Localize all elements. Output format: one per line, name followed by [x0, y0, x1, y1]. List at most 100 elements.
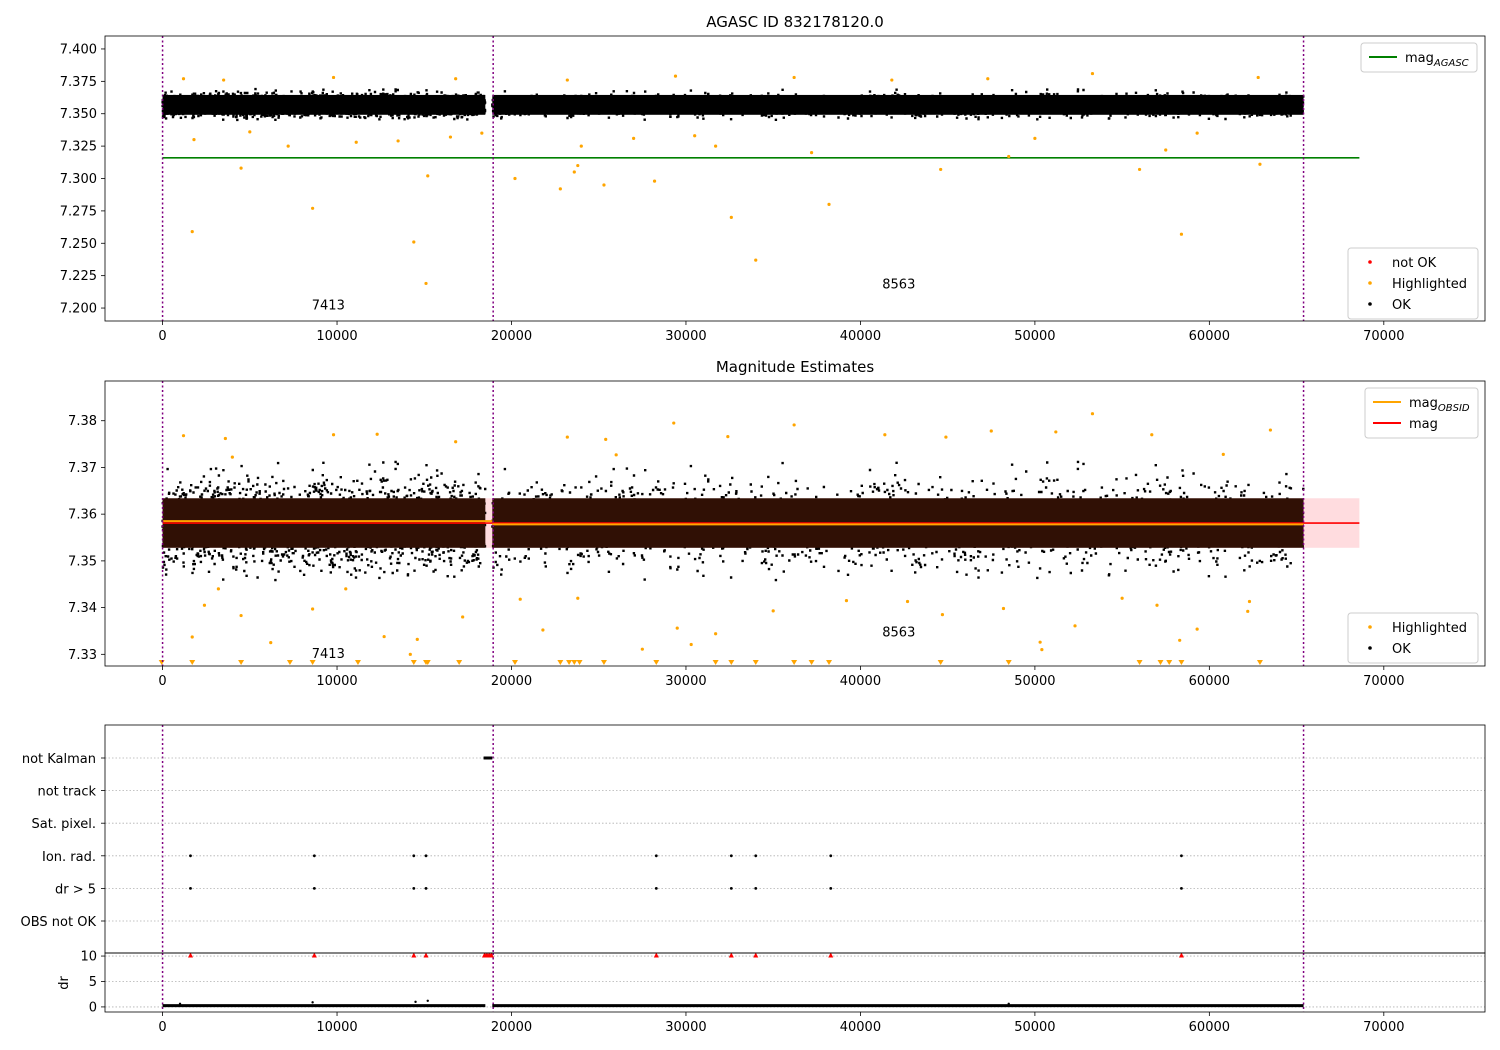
- highlighted-point: [396, 139, 400, 143]
- highlighted-point: [986, 77, 990, 81]
- highlighted-point: [223, 436, 227, 441]
- highlighted-point: [1268, 428, 1273, 432]
- dr-clipped-marker: [1178, 952, 1184, 958]
- highlighted-point: [311, 206, 315, 210]
- y-tick-label: 7.325: [60, 140, 97, 155]
- legend-label-main: mag: [1409, 396, 1438, 411]
- highlighted-point: [354, 140, 358, 144]
- clipped-point-marker: [571, 660, 578, 665]
- dr-gt-5-point: [189, 887, 192, 890]
- highlighted-point: [844, 598, 849, 603]
- obsid-label: 8563: [882, 278, 915, 293]
- highlighted-point: [415, 637, 419, 641]
- flag-row-label: not track: [37, 785, 96, 800]
- highlighted-point: [714, 144, 718, 148]
- y-axis-label: dr: [57, 976, 72, 990]
- plot-area: 7413 8563: [104, 35, 1486, 322]
- highlighted-point: [579, 144, 583, 148]
- highlighted-point: [673, 74, 678, 78]
- highlighted-point: [940, 613, 945, 617]
- highlighted-point: [1073, 624, 1077, 628]
- dr-clipped-marker: [187, 952, 193, 958]
- highlighted-point: [426, 174, 430, 178]
- dr-point: [426, 999, 429, 1003]
- highlighted-point: [181, 434, 186, 438]
- highlighted-point: [989, 429, 993, 433]
- ion-rad-point: [754, 854, 758, 858]
- highlighted-point: [192, 138, 196, 142]
- highlighted-point: [541, 628, 545, 632]
- highlighted-point: [190, 635, 194, 639]
- legend-mag-agasc: magAGASC: [1360, 42, 1478, 73]
- highlighted-point: [331, 433, 336, 437]
- highlighted-point: [1247, 599, 1252, 604]
- highlighted-point: [1195, 131, 1199, 135]
- x-tick-label: 20000: [491, 1020, 532, 1035]
- flag-row-label: dr > 5: [55, 882, 96, 897]
- highlighted-point: [239, 166, 243, 170]
- highlighted-point: [675, 626, 679, 630]
- clipped-point-marker: [511, 660, 518, 665]
- highlighted-point: [461, 615, 465, 619]
- dr-gt-5-point: [424, 887, 428, 890]
- panel-title: Magnitude Estimates: [716, 358, 874, 376]
- highlighted-point: [726, 434, 730, 439]
- dr-gt-5-point: [312, 887, 316, 890]
- highlighted-point: [1155, 603, 1159, 607]
- legend-label-main: not OK: [1392, 256, 1437, 271]
- x-tick-label: 30000: [665, 674, 706, 689]
- highlighted-point: [693, 134, 697, 138]
- clipped-point-marker: [410, 660, 417, 665]
- highlighted-point: [792, 423, 796, 427]
- dr-point: [414, 1000, 417, 1004]
- highlighted-point: [1246, 609, 1250, 613]
- dr-gt-5-point: [829, 887, 833, 890]
- flags-panel: not Kalman not track Sat. pixel. Ion. rad. d…: [21, 724, 1486, 954]
- highlighted-point: [689, 642, 693, 647]
- clipped-point-marker: [937, 660, 944, 665]
- x-tick-label: 60000: [1189, 1020, 1230, 1035]
- highlighted-point: [1137, 167, 1142, 172]
- flag-row-label: Ion. rad.: [42, 850, 96, 865]
- highlighted-point: [614, 453, 618, 457]
- highlighted-point: [513, 176, 517, 181]
- dr-clipped-marker: [828, 952, 834, 958]
- dr-clipped-marker: [653, 952, 659, 958]
- clipped-point-marker: [826, 660, 833, 665]
- flag-row-label: Sat. pixel.: [32, 817, 96, 832]
- ion-rad-point: [654, 854, 658, 858]
- x-axis: 0 10000 20000 30000 40000 50000 60000 70000: [158, 666, 1404, 689]
- y-tick-label: 0: [89, 1000, 97, 1015]
- clipped-point-marker: [309, 660, 316, 665]
- highlighted-point: [572, 170, 576, 174]
- highlighted-point: [672, 421, 676, 425]
- clipped-point-marker: [808, 660, 815, 665]
- y-tick-label: 7.375: [60, 75, 97, 90]
- clipped-point-marker: [557, 660, 564, 665]
- dr-point: [1007, 1002, 1010, 1006]
- x-tick-label: 40000: [840, 674, 881, 689]
- highlighted-point: [604, 437, 608, 442]
- highlighted-point: [939, 167, 943, 172]
- y-tick-label: 7.225: [60, 269, 97, 284]
- legend-label-subscript: AGASC: [1433, 58, 1469, 69]
- axes-frame: [104, 380, 1486, 667]
- dr-points: [162, 1004, 486, 1008]
- highlighted-point: [1195, 627, 1199, 631]
- y-tick-label: 5: [89, 975, 97, 990]
- dr-clipped-marker: [423, 952, 429, 958]
- highlighted-point: [771, 609, 775, 613]
- x-tick-label: 50000: [1014, 674, 1055, 689]
- highlighted-point: [1040, 648, 1044, 652]
- plot-area: 7413 8563: [104, 380, 1486, 667]
- ion-rad-point: [729, 854, 733, 858]
- y-tick-label: 7.250: [60, 237, 97, 252]
- clipped-point-marker: [189, 660, 196, 665]
- y-axis: 7.33 7.34 7.35 7.36 7.37 7.38: [68, 414, 105, 663]
- clipped-point-marker: [600, 660, 607, 665]
- x-tick-label: 0: [158, 1020, 166, 1035]
- obsid-label: 7413: [312, 647, 345, 662]
- dr-gt-5-point: [654, 887, 658, 890]
- highlighted-point: [331, 75, 336, 80]
